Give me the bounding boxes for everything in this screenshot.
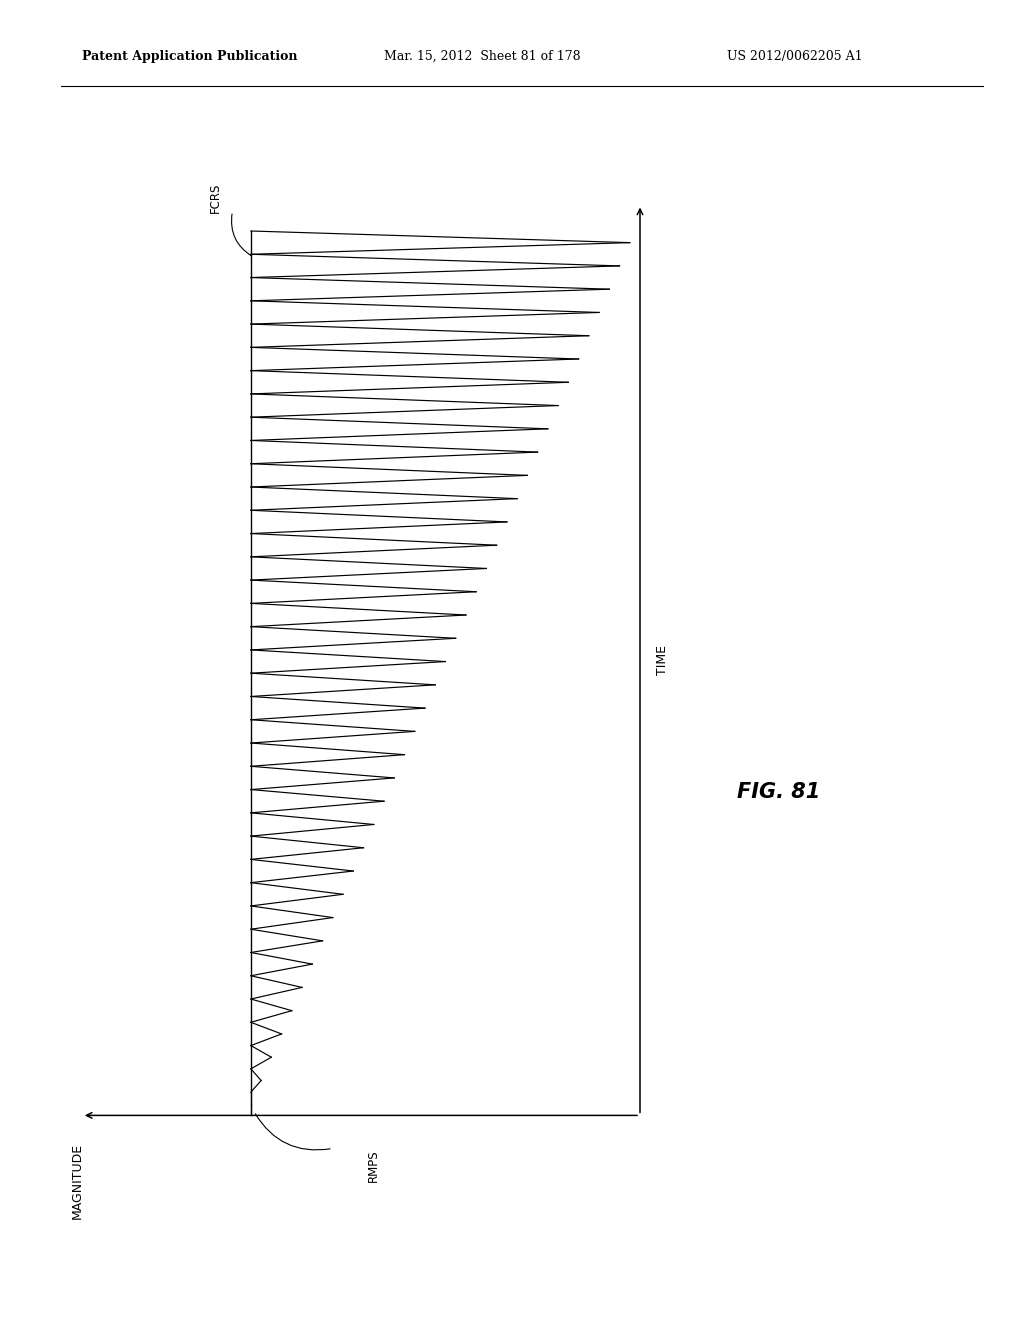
- Text: RMPS: RMPS: [368, 1150, 380, 1181]
- Text: FIG. 81: FIG. 81: [736, 781, 820, 803]
- Text: FCRS: FCRS: [209, 182, 221, 214]
- Text: Patent Application Publication: Patent Application Publication: [82, 50, 297, 63]
- Text: MAGNITUDE: MAGNITUDE: [71, 1143, 83, 1220]
- Text: TIME: TIME: [656, 645, 669, 675]
- Text: Mar. 15, 2012  Sheet 81 of 178: Mar. 15, 2012 Sheet 81 of 178: [384, 50, 581, 63]
- Text: US 2012/0062205 A1: US 2012/0062205 A1: [727, 50, 862, 63]
